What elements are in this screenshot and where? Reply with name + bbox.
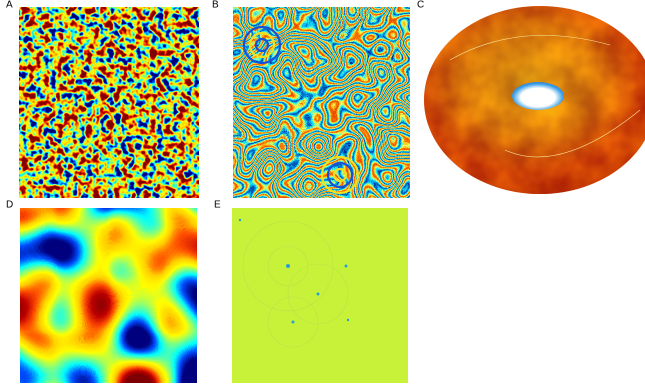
source-point <box>345 265 348 268</box>
panel-label: D <box>6 200 13 211</box>
panel-label: E <box>214 200 221 211</box>
smooth-field-image <box>20 208 197 383</box>
spiral-pattern-image <box>233 7 410 198</box>
panel-label: C <box>417 0 424 11</box>
torus-hole <box>512 82 564 110</box>
source-point <box>292 321 295 324</box>
panel-label: A <box>6 0 13 11</box>
source-point <box>286 264 290 268</box>
noise-field-image <box>19 7 199 198</box>
panel-label: B <box>212 0 219 11</box>
source-point <box>239 219 241 221</box>
source-point <box>347 319 349 321</box>
source-point <box>317 293 320 296</box>
torus-image <box>424 6 645 194</box>
wave-field-image <box>232 208 408 383</box>
stripe-field <box>233 7 410 198</box>
figure: A B C D E <box>0 0 645 385</box>
